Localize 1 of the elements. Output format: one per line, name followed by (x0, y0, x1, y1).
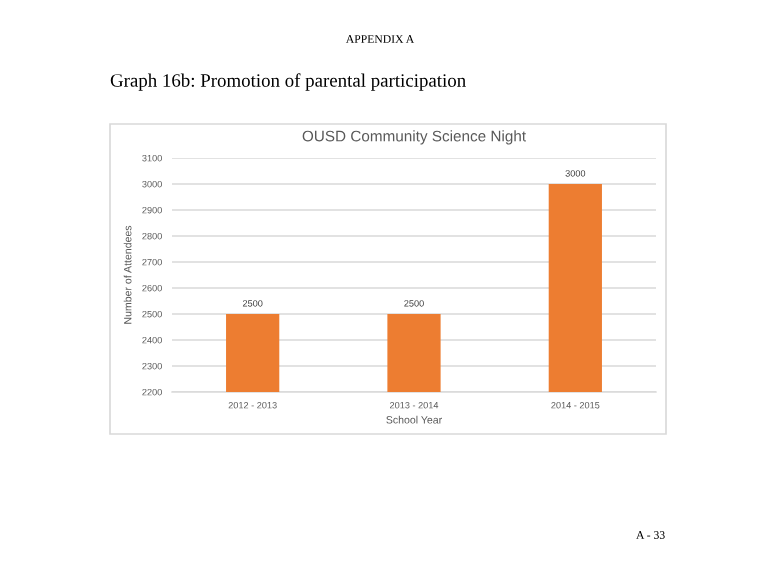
caption: Graph 16b: Promotion of parental participation (110, 73, 466, 91)
